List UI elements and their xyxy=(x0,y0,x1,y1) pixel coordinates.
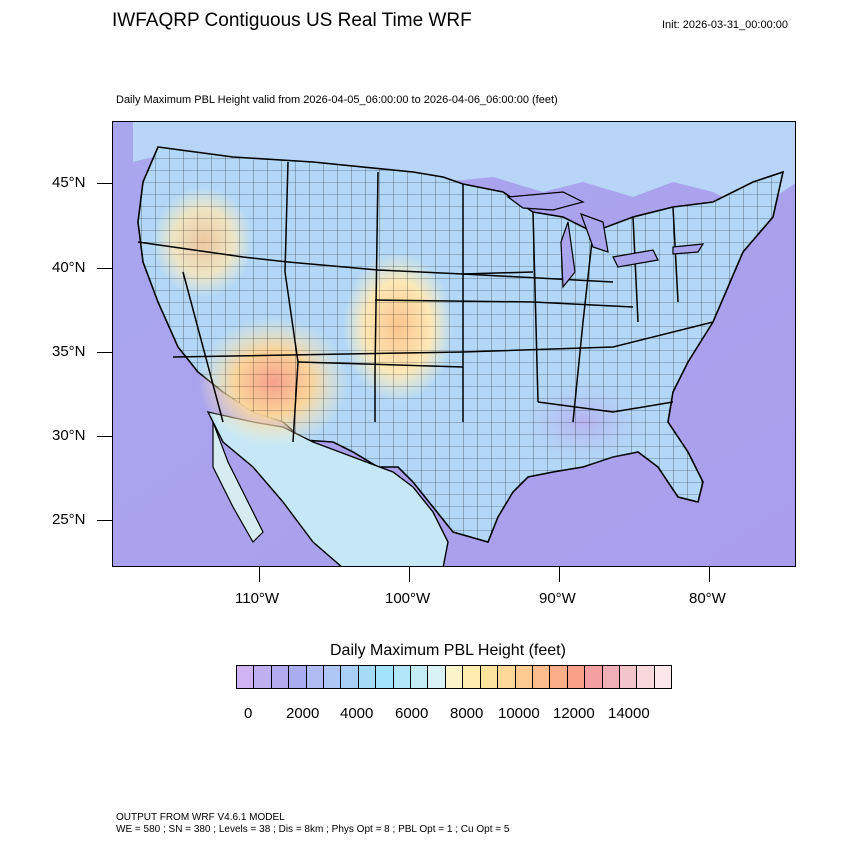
colorbar-label: 2000 xyxy=(286,705,320,722)
colorbar-swatch xyxy=(602,666,620,688)
lat-tick xyxy=(97,268,112,269)
colorbar-swatch xyxy=(324,666,342,688)
colorbar-swatch xyxy=(480,666,499,688)
colorbar-label: 8000 xyxy=(450,705,484,722)
lat-tick xyxy=(97,352,112,353)
lon-tick xyxy=(259,567,260,582)
init-time-label: Init: 2026-03-31_00:00:00 xyxy=(662,19,788,31)
colorbar-swatch xyxy=(463,666,481,688)
colorbar-swatch xyxy=(550,666,568,688)
colorbar-swatch xyxy=(654,666,672,688)
lat-label-40n: 40°N xyxy=(52,259,86,276)
colorbar-swatch xyxy=(271,666,290,688)
lon-label-110w: 110°W xyxy=(235,590,280,607)
colorbar-swatch xyxy=(376,666,394,688)
map-plot-area xyxy=(112,121,796,567)
colorbar xyxy=(236,665,672,689)
colorbar-swatch xyxy=(411,666,429,688)
great-lakes xyxy=(506,191,705,289)
colorbar-swatch xyxy=(237,666,255,688)
lat-label-35n: 35°N xyxy=(52,343,86,360)
lon-tick xyxy=(559,567,560,582)
lat-tick xyxy=(97,520,112,521)
state-boundaries xyxy=(137,161,714,443)
canada-landmass xyxy=(133,122,795,212)
colorbar-swatch xyxy=(358,666,377,688)
lat-tick xyxy=(97,183,112,184)
map-title: IWFAQRP Contiguous US Real Time WRF xyxy=(112,10,472,31)
colorbar-swatch xyxy=(393,666,412,688)
lat-label-25n: 25°N xyxy=(52,511,86,528)
colorbar-swatch xyxy=(306,666,325,688)
colorbar-label: 4000 xyxy=(340,705,374,722)
colorbar-label: 6000 xyxy=(395,705,429,722)
colorbar-swatch xyxy=(619,666,638,688)
baja-california xyxy=(212,421,264,543)
field-subtitle: Daily Maximum PBL Height valid from 2026… xyxy=(116,94,558,106)
colorbar-swatch xyxy=(585,666,603,688)
colorbar-swatch xyxy=(567,666,586,688)
model-info-line-1: OUTPUT FROM WRF V4.6.1 MODEL xyxy=(116,812,285,823)
colorbar-label: 10000 xyxy=(498,705,540,722)
lat-label-45n: 45°N xyxy=(52,174,86,191)
colorbar-swatch xyxy=(532,666,551,688)
model-info-line-2: WE = 580 ; SN = 380 ; Levels = 38 ; Dis … xyxy=(116,824,510,835)
lat-tick xyxy=(97,436,112,437)
colorbar-swatch xyxy=(445,666,464,688)
lat-label-30n: 30°N xyxy=(52,427,86,444)
colorbar-swatch xyxy=(428,666,446,688)
colorbar-label: 0 xyxy=(244,705,253,722)
colorbar-swatch xyxy=(254,666,272,688)
lon-label-100w: 100°W xyxy=(385,590,431,607)
lon-tick xyxy=(709,567,710,582)
lon-tick xyxy=(409,567,410,582)
colorbar-title: Daily Maximum PBL Height (feet) xyxy=(330,642,566,659)
colorbar-swatch xyxy=(515,666,533,688)
colorbar-swatch xyxy=(498,666,516,688)
colorbar-label: 14000 xyxy=(608,705,650,722)
lon-label-80w: 80°W xyxy=(689,590,726,607)
pbl-height-map xyxy=(113,122,795,566)
colorbar-swatch xyxy=(637,666,655,688)
colorbar-label: 12000 xyxy=(553,705,595,722)
colorbar-swatch xyxy=(289,666,307,688)
lon-label-90w: 90°W xyxy=(539,590,576,607)
colorbar-swatch xyxy=(341,666,359,688)
